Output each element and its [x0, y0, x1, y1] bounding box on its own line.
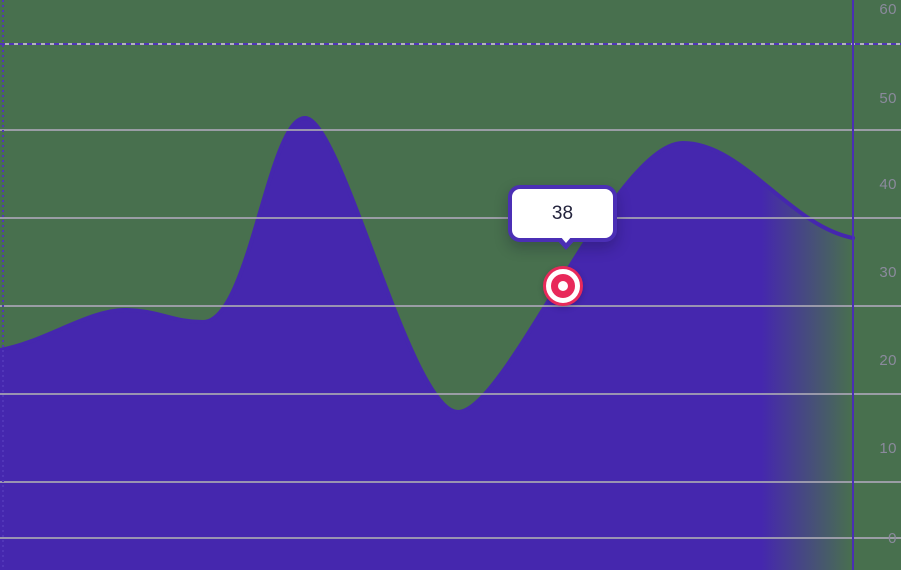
y-axis-label-40: 40 [879, 176, 897, 193]
tooltip-arrow-inner [560, 236, 572, 243]
gridline-50 [0, 129, 901, 131]
right-vertical-annotation-line [852, 0, 854, 570]
gridline-30 [0, 305, 901, 307]
gridline-10 [0, 481, 901, 483]
data-point-marker-ring [551, 274, 575, 298]
data-point-marker[interactable] [543, 266, 583, 306]
area-series-stroke [0, 115, 855, 415]
y-axis-label-10: 10 [879, 440, 897, 457]
gridline-20 [0, 393, 901, 395]
area-series-fill [0, 118, 853, 570]
tooltip: 38 [508, 185, 617, 250]
tooltip-value: 38 [551, 202, 574, 224]
y-axis-label-0: 0 [888, 530, 897, 547]
y-axis-label-30: 30 [879, 264, 897, 281]
y-axis-label-20: 20 [879, 352, 897, 369]
gridline-40 [0, 217, 901, 219]
gridline-60 [0, 43, 901, 45]
gridline-0 [0, 537, 901, 539]
left-dotted-annotation-line [2, 0, 4, 570]
y-axis-label-50: 50 [879, 90, 897, 107]
y-axis-label-60: 60 [879, 1, 897, 18]
